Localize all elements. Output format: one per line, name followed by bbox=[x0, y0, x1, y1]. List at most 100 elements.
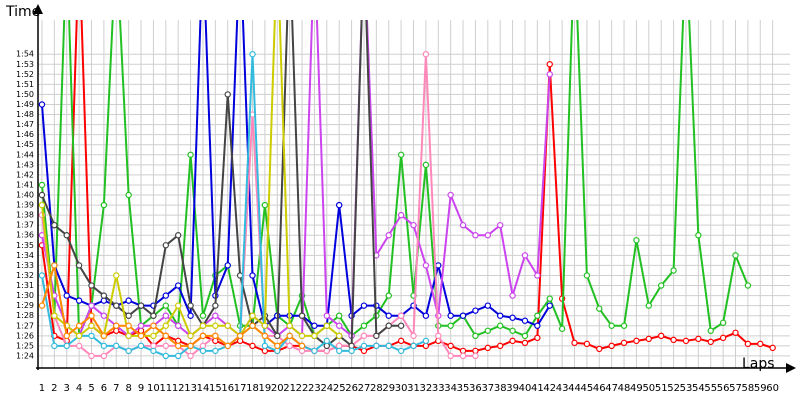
lap-marker bbox=[38, 201, 46, 209]
lap-marker bbox=[236, 337, 244, 345]
lap-marker bbox=[199, 332, 207, 340]
lap-marker bbox=[348, 342, 355, 350]
lap-marker bbox=[546, 71, 553, 78]
lap-marker bbox=[509, 292, 516, 299]
lap-marker bbox=[472, 232, 479, 239]
lap-marker bbox=[162, 302, 170, 309]
lap-marker bbox=[323, 337, 331, 345]
lap-marker bbox=[100, 342, 108, 350]
lap-marker bbox=[385, 322, 392, 329]
x-tick-label: 26 bbox=[345, 383, 358, 394]
lap-marker bbox=[521, 252, 529, 259]
x-tick-label: 34 bbox=[444, 383, 457, 394]
lap-marker bbox=[335, 342, 343, 350]
x-tick-label: 2 bbox=[51, 383, 57, 394]
lap-marker bbox=[757, 340, 764, 348]
x-tick-label: 43 bbox=[556, 383, 569, 394]
x-tick-label: 57 bbox=[729, 383, 742, 394]
lap-marker bbox=[657, 282, 665, 289]
lap-marker bbox=[113, 302, 120, 309]
lap-marker bbox=[88, 332, 95, 340]
lap-marker bbox=[335, 312, 343, 319]
lap-marker bbox=[583, 272, 591, 279]
lap-marker bbox=[534, 272, 541, 279]
lap-marker bbox=[447, 191, 454, 199]
lap-marker bbox=[162, 312, 170, 319]
lap-marker bbox=[100, 201, 108, 209]
x-tick-label: 47 bbox=[605, 383, 618, 394]
lap-marker bbox=[484, 302, 492, 309]
x-tick-label: 3 bbox=[64, 383, 70, 394]
lap-marker bbox=[100, 332, 108, 340]
y-tick-label: 1:34 bbox=[16, 251, 34, 260]
lap-marker bbox=[125, 332, 132, 340]
lap-marker bbox=[125, 297, 132, 304]
x-tick-label: 24 bbox=[320, 383, 333, 394]
lap-marker bbox=[335, 332, 343, 340]
lap-marker bbox=[484, 327, 492, 334]
y-tick-label: 1:49 bbox=[16, 100, 34, 109]
lap-marker bbox=[150, 342, 157, 350]
lap-marker bbox=[274, 347, 281, 355]
lap-marker bbox=[323, 322, 331, 329]
lap-marker bbox=[286, 322, 293, 329]
lap-marker bbox=[75, 342, 83, 350]
lap-marker bbox=[335, 347, 343, 355]
lap-marker bbox=[113, 322, 120, 329]
x-tick-label: 27 bbox=[358, 383, 371, 394]
x-tick-label: 9 bbox=[138, 383, 144, 394]
x-tick-label: 11 bbox=[159, 383, 172, 394]
lap-marker bbox=[100, 292, 108, 299]
x-tick-label: 38 bbox=[494, 383, 507, 394]
lap-marker bbox=[113, 327, 120, 334]
lap-marker bbox=[373, 342, 380, 350]
lap-marker bbox=[75, 262, 83, 269]
lap-marker bbox=[75, 322, 83, 329]
lap-marker bbox=[546, 61, 553, 68]
lap-marker bbox=[125, 322, 132, 329]
x-tick-label: 37 bbox=[481, 383, 494, 394]
lap-marker bbox=[162, 342, 170, 350]
lap-marker bbox=[125, 191, 132, 199]
lap-marker bbox=[645, 335, 653, 343]
lap-marker bbox=[385, 312, 392, 319]
lap-marker bbox=[422, 50, 430, 58]
tick-labels: 1:241:251:261:271:281:291:301:311:321:33… bbox=[16, 50, 779, 394]
lap-marker bbox=[472, 307, 479, 314]
lap-marker bbox=[521, 332, 529, 340]
lap-marker bbox=[236, 332, 244, 340]
lap-marker bbox=[88, 322, 95, 329]
lap-marker bbox=[187, 352, 194, 360]
lap-marker bbox=[212, 332, 219, 340]
lap-marker bbox=[484, 344, 492, 352]
y-tick-label: 1:28 bbox=[16, 311, 34, 320]
y-tick-label: 1:36 bbox=[16, 231, 34, 240]
lap-marker bbox=[707, 327, 714, 334]
lap-marker bbox=[174, 337, 182, 345]
x-tick-label: 52 bbox=[667, 383, 680, 394]
lap-marker bbox=[571, 339, 578, 347]
lap-marker bbox=[459, 312, 467, 319]
y-tick-label: 1:35 bbox=[16, 241, 34, 250]
x-tick-label: 6 bbox=[101, 383, 107, 394]
x-tick-label: 55 bbox=[704, 383, 717, 394]
x-tick-label: 36 bbox=[469, 383, 482, 394]
lap-marker bbox=[447, 342, 454, 350]
lap-marker bbox=[100, 297, 108, 304]
lap-marker bbox=[174, 302, 182, 309]
lap-marker bbox=[534, 334, 541, 342]
y-tick-label: 1:43 bbox=[16, 160, 34, 169]
lap-marker bbox=[719, 334, 727, 342]
lap-marker bbox=[187, 312, 194, 319]
lap-marker bbox=[249, 50, 256, 58]
x-tick-label: 46 bbox=[593, 383, 606, 394]
lap-marker bbox=[360, 332, 368, 340]
lap-marker bbox=[410, 342, 417, 350]
x-tick-label: 53 bbox=[680, 383, 693, 394]
lap-marker bbox=[150, 332, 157, 340]
lap-marker bbox=[298, 342, 306, 350]
x-tick-label: 44 bbox=[568, 383, 581, 394]
lap-marker bbox=[397, 211, 405, 219]
x-tick-label: 30 bbox=[395, 383, 408, 394]
